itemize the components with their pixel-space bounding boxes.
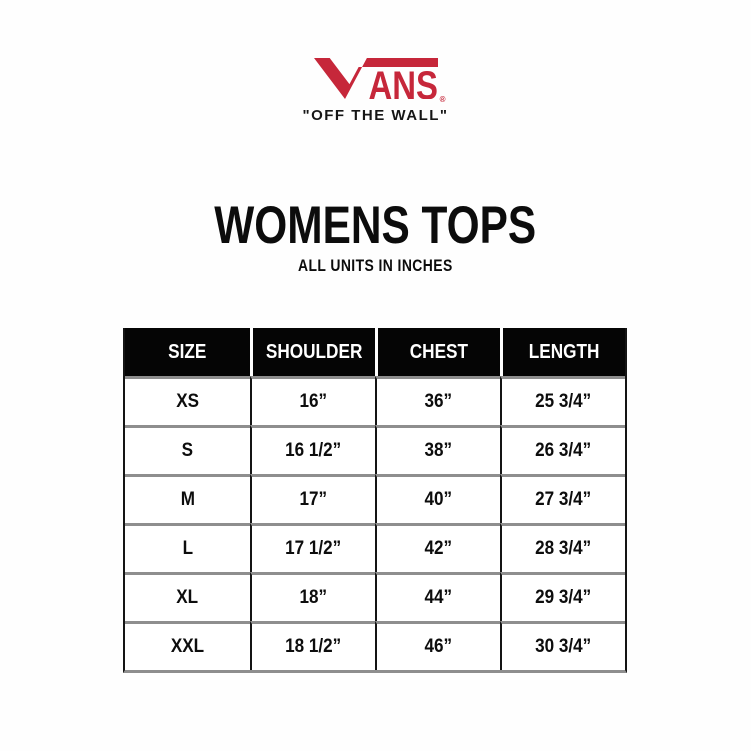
cell-chest: 46”: [375, 621, 500, 670]
table-row-xl: XL 18” 44” 29 3/4”: [125, 572, 625, 621]
size-chart-table: SIZE SHOULDER CHEST LENGTH XS 16” 36” 25…: [125, 328, 625, 670]
page-title: WOMENS TOPS: [0, 196, 751, 255]
cell-size: M: [125, 474, 250, 523]
cell-size: XL: [125, 572, 250, 621]
column-header-length: LENGTH: [500, 328, 625, 376]
vans-logo-icon: ANS: [313, 58, 438, 99]
vans-logo-letters: ANS: [368, 62, 437, 99]
registered-trademark-icon: ®: [439, 95, 446, 104]
cell-length: 30 3/4”: [500, 621, 625, 670]
cell-shoulder: 18”: [250, 572, 375, 621]
cell-length: 25 3/4”: [500, 376, 625, 425]
cell-chest: 40”: [375, 474, 500, 523]
cell-shoulder: 16 1/2”: [250, 425, 375, 474]
cell-chest: 44”: [375, 572, 500, 621]
page-subtitle: ALL UNITS IN INCHES: [0, 256, 751, 276]
cell-shoulder: 17 1/2”: [250, 523, 375, 572]
cell-length: 28 3/4”: [500, 523, 625, 572]
table-row-m: M 17” 40” 27 3/4”: [125, 474, 625, 523]
size-chart-table-container: SIZE SHOULDER CHEST LENGTH XS 16” 36” 25…: [123, 328, 627, 673]
table-row-s: S 16 1/2” 38” 26 3/4”: [125, 425, 625, 474]
column-header-chest: CHEST: [375, 328, 500, 376]
cell-chest: 36”: [375, 376, 500, 425]
header-row: SIZE SHOULDER CHEST LENGTH: [125, 328, 625, 376]
cell-chest: 38”: [375, 425, 500, 474]
cell-chest: 42”: [375, 523, 500, 572]
cell-length: 29 3/4”: [500, 572, 625, 621]
vans-logo: ANS ®: [313, 58, 446, 104]
brand-slogan: "OFF THE WALL": [302, 107, 449, 124]
table-row-xs: XS 16” 36” 25 3/4”: [125, 376, 625, 425]
cell-shoulder: 17”: [250, 474, 375, 523]
brand-header: ANS ®: [0, 58, 751, 104]
cell-shoulder: 18 1/2”: [250, 621, 375, 670]
cell-length: 26 3/4”: [500, 425, 625, 474]
page-subtitle-text: ALL UNITS IN INCHES: [298, 256, 453, 275]
cell-size: L: [125, 523, 250, 572]
column-header-shoulder: SHOULDER: [250, 328, 375, 376]
cell-size: XS: [125, 376, 250, 425]
cell-size: S: [125, 425, 250, 474]
cell-size: XXL: [125, 621, 250, 670]
column-header-size: SIZE: [125, 328, 250, 376]
cell-length: 27 3/4”: [500, 474, 625, 523]
table-row-xxl: XXL 18 1/2” 46” 30 3/4”: [125, 621, 625, 670]
page-title-text: WOMENS TOPS: [214, 196, 537, 255]
table-row-l: L 17 1/2” 42” 28 3/4”: [125, 523, 625, 572]
cell-shoulder: 16”: [250, 376, 375, 425]
